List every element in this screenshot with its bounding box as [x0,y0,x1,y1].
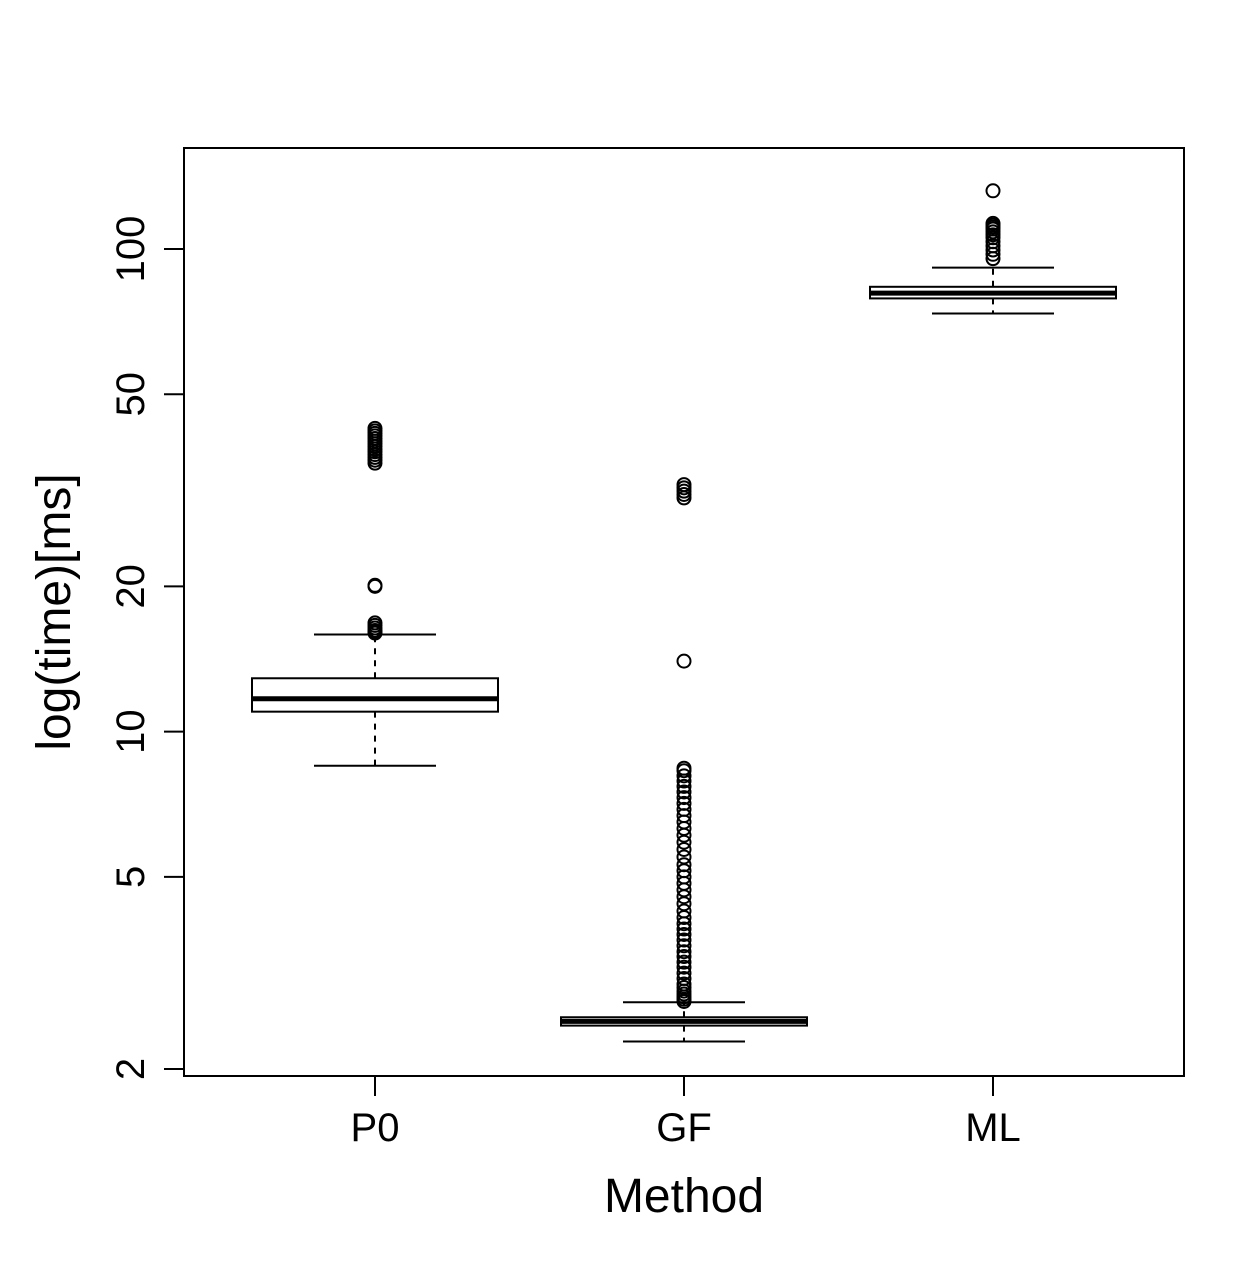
box-GF [560,477,808,1043]
outlier-point [367,420,383,436]
y-axis-title: log(time)[ms] [28,473,81,750]
outlier-point [676,976,692,992]
outlier-point [676,932,692,948]
outlier-point [985,215,1001,231]
x-axis-title: Method [604,1170,764,1223]
box-ML [869,183,1117,315]
outlier-point [676,954,692,970]
outlier-point [676,965,692,981]
box-iqr [251,677,499,713]
outlier-point [676,903,692,919]
y-tick-label-50: 50 [109,372,153,417]
outlier-point [676,949,692,965]
outlier-point [985,183,1001,199]
outlier-point [676,790,692,806]
y-axis: 2 5 10 20 50 100 [109,216,185,1080]
x-axis: P0 GF ML [351,1075,1021,1150]
x-tick-label-P0: P0 [351,1106,400,1150]
x-tick-label-GF: GF [656,1106,712,1150]
box-series [251,183,1117,1043]
outlier-point [676,857,692,873]
y-tick-label-100: 100 [109,216,153,283]
outlier-point [676,944,692,960]
y-tick-label-20: 20 [109,564,153,609]
outlier-point [676,760,692,776]
outlier-point [676,778,692,794]
outlier-point [676,926,692,942]
y-tick-label-10: 10 [109,709,153,754]
outlier-point [367,577,383,593]
box-P0 [251,420,499,767]
x-tick-label-ML: ML [965,1106,1021,1150]
outlier-point [676,653,692,669]
outlier-point [676,784,692,800]
outlier-point [676,477,692,493]
outlier-point [676,921,692,937]
outlier-point [676,959,692,975]
outlier-point [676,938,692,954]
outlier-point [367,615,383,631]
outlier-point [676,970,692,986]
outlier-point [676,801,692,817]
outlier-point [676,849,692,865]
outlier-point [676,795,692,811]
y-tick-label-2: 2 [109,1058,153,1080]
outlier-point [676,841,692,857]
outlier-point [676,768,692,784]
y-tick-label-5: 5 [109,866,153,888]
